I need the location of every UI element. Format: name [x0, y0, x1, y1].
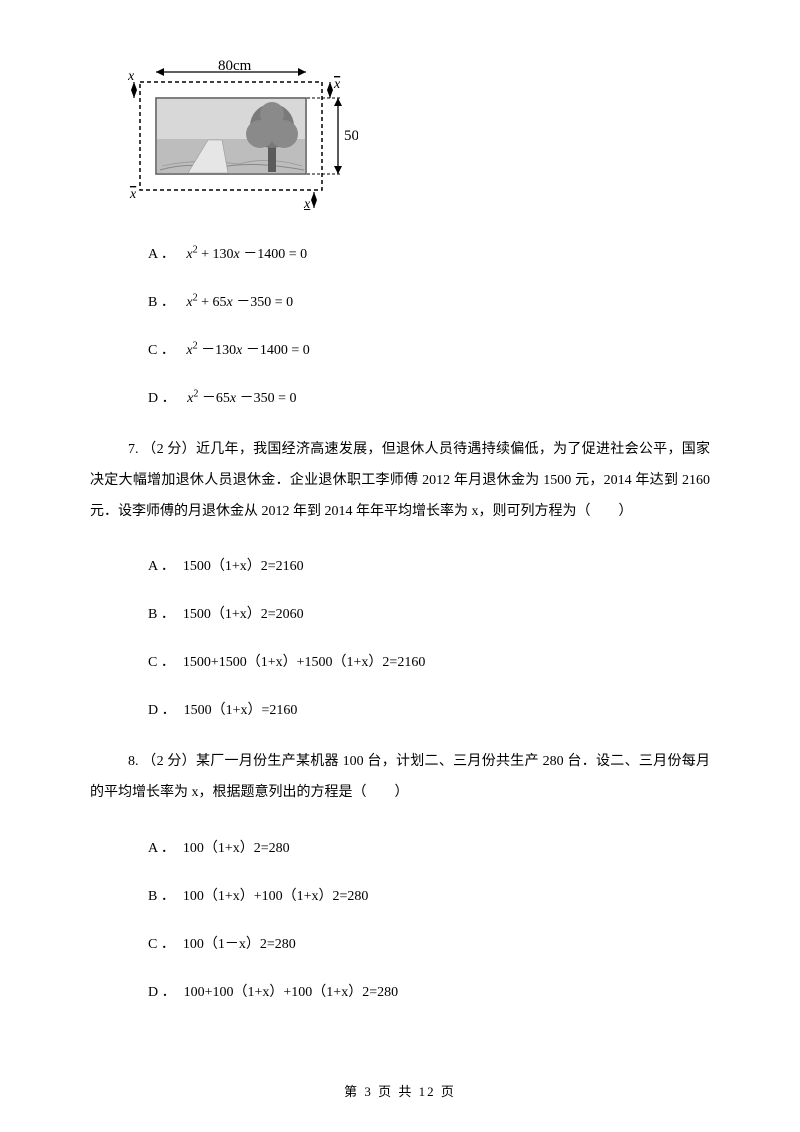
- option-text: 100+100（1+x）+100（1+x）2=280: [184, 985, 398, 1000]
- equation: x2 －130x －1400 = 0: [186, 343, 309, 358]
- q6-option-d: D ． x2 －65x －350 = 0: [148, 387, 710, 407]
- x-label-top-left: x: [128, 69, 135, 84]
- height-label: 50cm: [344, 128, 358, 144]
- q7-option-a: A ． 1500（1+x）2=2160: [148, 555, 710, 575]
- question-7: 7. （2 分）近几年，我国经济高速发展，但退休人员待遇持续偏低，为了促进社会公…: [90, 435, 710, 527]
- option-prefix: D ．: [148, 387, 176, 407]
- q8-points: （2 分）: [142, 754, 196, 769]
- q8-number: 8.: [128, 754, 139, 769]
- option-text: 100（1－x）2=280: [183, 937, 296, 952]
- question-8: 8. （2 分）某厂一月份生产某机器 100 台，计划二、三月份共生产 280 …: [90, 747, 710, 809]
- q8-option-a: A ． 100（1+x）2=280: [148, 837, 710, 857]
- option-text: 1500（1+x）2=2160: [183, 559, 304, 574]
- frame-diagram: 80cm x x 50cm x x: [128, 60, 710, 215]
- option-prefix: A ．: [148, 555, 175, 575]
- option-prefix: B ．: [148, 603, 175, 623]
- q8-option-c: C ． 100（1－x）2=280: [148, 933, 710, 953]
- equation: x2 + 65x －350 = 0: [186, 295, 293, 310]
- q7-number: 7.: [128, 442, 139, 457]
- option-text: 100（1+x）2=280: [183, 841, 290, 856]
- option-prefix: D ．: [148, 699, 176, 719]
- q7-option-c: C ． 1500+1500（1+x）+1500（1+x）2=2160: [148, 651, 710, 671]
- x-label-top-right: x: [333, 77, 341, 92]
- x-label-bottom-right: x: [303, 197, 311, 210]
- width-label: 80cm: [218, 60, 252, 74]
- option-prefix: C ．: [148, 339, 175, 359]
- footer-text: 第 3 页 共 12 页: [344, 1084, 456, 1099]
- x-label-bottom-left: x: [129, 187, 137, 202]
- q7-option-b: B ． 1500（1+x）2=2060: [148, 603, 710, 623]
- equation: x2 －65x －350 = 0: [187, 391, 296, 406]
- q6-option-c: C ． x2 －130x －1400 = 0: [148, 339, 710, 359]
- option-prefix: A ．: [148, 837, 175, 857]
- q7-points: （2 分）: [142, 442, 196, 457]
- option-text: 1500+1500（1+x）+1500（1+x）2=2160: [183, 655, 425, 670]
- equation: x2 + 130x －1400 = 0: [186, 247, 307, 262]
- option-prefix: A ．: [148, 243, 175, 263]
- q8-option-b: B ． 100（1+x）+100（1+x）2=280: [148, 885, 710, 905]
- option-prefix: D ．: [148, 981, 176, 1001]
- q7-option-d: D ． 1500（1+x）=2160: [148, 699, 710, 719]
- option-text: 1500（1+x）2=2060: [183, 607, 304, 622]
- option-text: 1500（1+x）=2160: [184, 703, 298, 718]
- q8-option-d: D ． 100+100（1+x）+100（1+x）2=280: [148, 981, 710, 1001]
- diagram-svg: 80cm x x 50cm x x: [128, 60, 358, 210]
- q6-option-a: A ． x2 + 130x －1400 = 0: [148, 243, 710, 263]
- option-text: 100（1+x）+100（1+x）2=280: [183, 889, 369, 904]
- option-prefix: B ．: [148, 291, 175, 311]
- option-prefix: B ．: [148, 885, 175, 905]
- page-footer: 第 3 页 共 12 页: [0, 1081, 800, 1100]
- q6-option-b: B ． x2 + 65x －350 = 0: [148, 291, 710, 311]
- option-prefix: C ．: [148, 933, 175, 953]
- option-prefix: C ．: [148, 651, 175, 671]
